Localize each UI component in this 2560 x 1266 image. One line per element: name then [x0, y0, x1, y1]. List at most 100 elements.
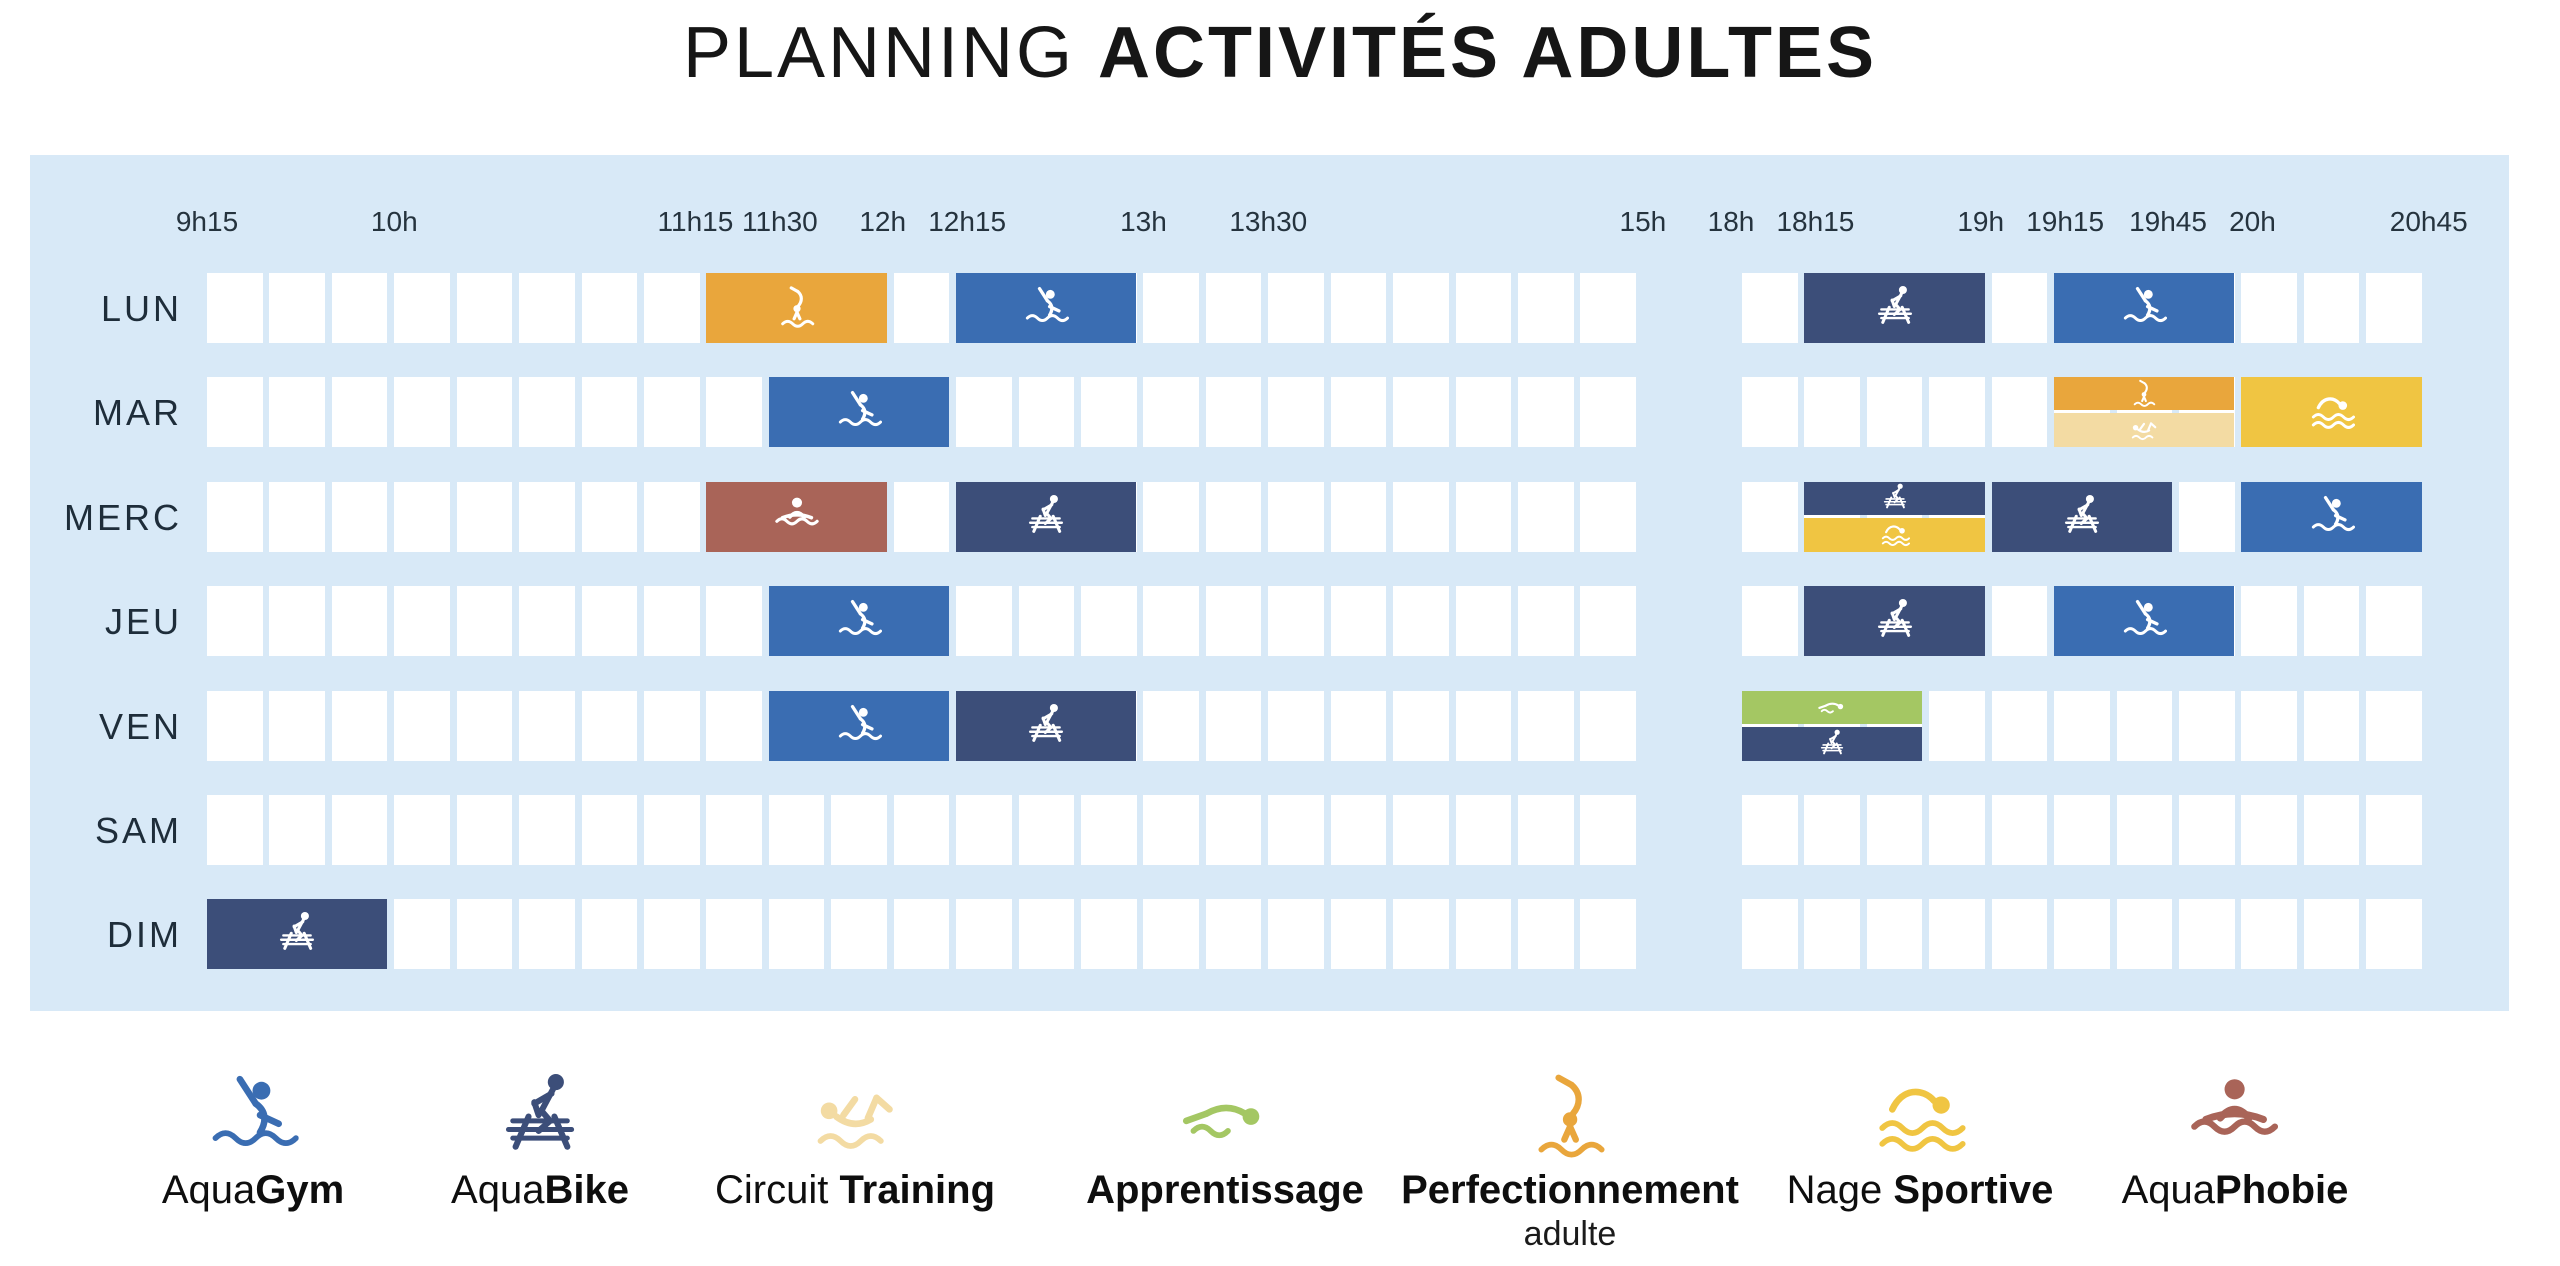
- legend-label: Nage Sportive: [1787, 1168, 2054, 1213]
- legend-icon-wrap: [715, 1072, 995, 1164]
- legend-label-part: Gym: [255, 1168, 345, 1212]
- slot-cell: [893, 899, 950, 970]
- activity-block: [768, 586, 950, 657]
- slot-cell: [331, 481, 388, 552]
- aquabike-icon: [1023, 703, 1069, 749]
- aquagym-icon: [2309, 494, 2355, 540]
- slot-cell: [581, 899, 638, 970]
- slot-cell: [394, 586, 450, 657]
- aquabike-icon: [1872, 598, 1918, 644]
- activity-block: [956, 690, 1137, 761]
- slot-cell: [269, 795, 325, 865]
- slot-cell: [1866, 377, 1923, 448]
- slot-cell: [1330, 377, 1387, 448]
- slot-cell: [706, 586, 762, 657]
- slot-cell: [269, 586, 325, 657]
- slot-cell: [1018, 586, 1075, 657]
- slot-cell: [706, 899, 762, 970]
- slot-cell: [519, 899, 575, 970]
- slot-cell: [1393, 377, 1449, 448]
- slot-cell: [2303, 795, 2360, 865]
- activity-block-half: [1804, 481, 1985, 515]
- slot-cell: [1804, 377, 1860, 448]
- slot-cell: [1742, 586, 1798, 657]
- slot-cell: [519, 377, 575, 448]
- page-title-light: PLANNING: [682, 13, 1076, 93]
- slot-cell: [1991, 690, 2048, 761]
- legend-item-aquaphobie: AquaPhobie: [2122, 1072, 2349, 1213]
- slot-cell: [644, 273, 700, 343]
- activity-block: [768, 690, 950, 761]
- activity-block: [956, 481, 1137, 552]
- slot-cell: [1143, 273, 1199, 343]
- legend-label: AquaBike: [451, 1168, 629, 1213]
- slot-cell: [1518, 690, 1574, 761]
- aquabike-icon: [2059, 494, 2105, 540]
- slot-cell: [207, 690, 263, 761]
- slot-cell: [1268, 481, 1324, 552]
- slot-cell: [1205, 586, 1262, 657]
- slot-cell: [331, 273, 388, 343]
- slot-cell: [456, 690, 513, 761]
- slot-cell: [1393, 690, 1449, 761]
- activity-block-half: [2054, 413, 2235, 448]
- time-label: 18h15: [1776, 206, 1855, 237]
- time-label: 11h15: [657, 206, 734, 237]
- legend-label-part: Apprentissage: [1086, 1168, 1364, 1212]
- slot-cell: [1580, 273, 1636, 343]
- legend-icon-wrap: [451, 1072, 629, 1164]
- activity-block: [1742, 690, 1923, 761]
- nage-sportive-icon: [2309, 389, 2355, 435]
- time-label: 9h15: [175, 206, 239, 237]
- slot-cell: [2241, 273, 2297, 343]
- legend-sublabel: adulte: [1523, 1215, 1617, 1253]
- legend-label: AquaPhobie: [2122, 1168, 2349, 1213]
- slot-cell: [2241, 586, 2297, 657]
- legend-label-part: Aqua: [161, 1168, 256, 1212]
- slot-cell: [581, 377, 638, 448]
- slot-cell: [1081, 586, 1137, 657]
- slot-cell: [706, 795, 762, 865]
- slot-cell: [1268, 690, 1324, 761]
- aquabike-icon: [1872, 285, 1918, 331]
- slot-cell: [1455, 690, 1512, 761]
- time-label: 13h30: [1229, 206, 1308, 237]
- slot-cell: [2116, 795, 2173, 865]
- slot-cell: [893, 795, 950, 865]
- activity-block: [2241, 377, 2422, 448]
- slot-cell: [207, 273, 263, 343]
- slot-cell: [2179, 795, 2235, 865]
- activity-block: [956, 273, 1137, 343]
- slot-cell: [1455, 481, 1512, 552]
- slot-cell: [1518, 899, 1574, 970]
- time-label: 13h: [1120, 206, 1167, 237]
- slot-cell: [1330, 586, 1387, 657]
- slot-cell: [1330, 273, 1387, 343]
- title-space: [1075, 13, 1098, 93]
- legend-icon-wrap: [1787, 1072, 2054, 1164]
- legend-label-part: Bike: [544, 1168, 629, 1212]
- slot-cell: [1205, 899, 1262, 970]
- slot-cell: [519, 795, 575, 865]
- slot-cell: [1205, 481, 1262, 552]
- slot-cell: [1330, 899, 1387, 970]
- aquabike-icon: [1023, 494, 1069, 540]
- nage-sportive-icon: [1880, 520, 1910, 550]
- slot-cell: [1393, 481, 1449, 552]
- slot-cell: [1081, 899, 1137, 970]
- legend-icon-wrap: [162, 1072, 344, 1164]
- slot-cell: [331, 377, 388, 448]
- slot-cell: [2303, 273, 2360, 343]
- legend-label-part: Aqua: [2121, 1168, 2216, 1212]
- slot-cell: [956, 795, 1012, 865]
- slot-cell: [1742, 377, 1798, 448]
- slot-cell: [768, 899, 825, 970]
- slot-cell: [768, 795, 825, 865]
- slot-cell: [893, 273, 950, 343]
- activity-block-half: [1804, 517, 1985, 552]
- slot-cell: [456, 481, 513, 552]
- time-label: 20h: [2229, 206, 2276, 237]
- legend-label: Circuit Training: [715, 1168, 995, 1213]
- slot-cell: [644, 899, 700, 970]
- slot-cell: [1018, 899, 1075, 970]
